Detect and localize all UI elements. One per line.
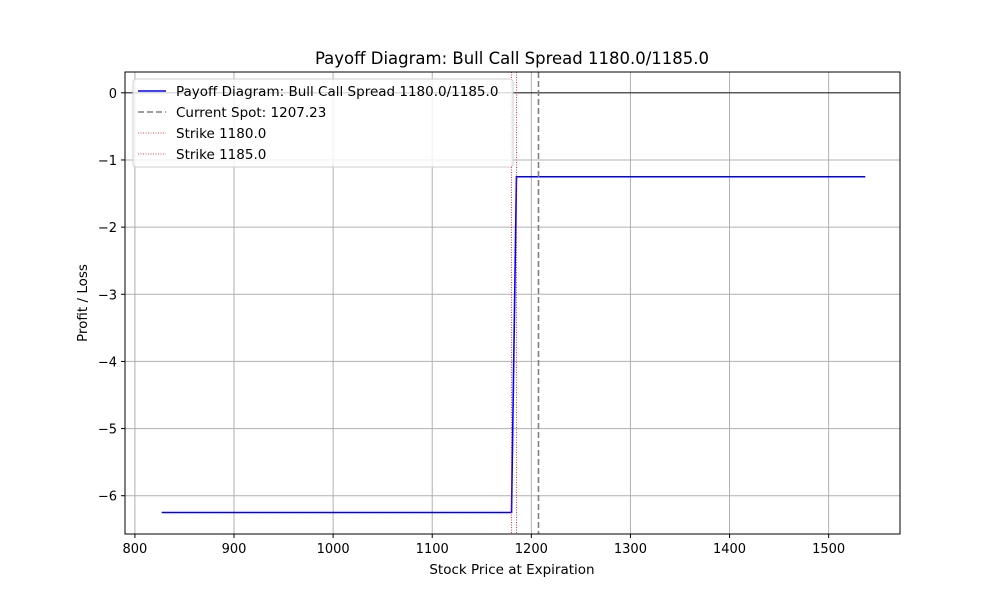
x-tick-label: 900 bbox=[222, 542, 247, 557]
y-tick-label: −2 bbox=[98, 221, 117, 236]
x-tick-label: 1000 bbox=[317, 542, 350, 557]
x-tick-label: 1400 bbox=[713, 542, 746, 557]
x-tick-label: 1200 bbox=[515, 542, 548, 557]
x-tick-label: 1300 bbox=[614, 542, 647, 557]
plot-frame bbox=[124, 71, 901, 535]
legend-box bbox=[132, 78, 514, 168]
payoff-line bbox=[161, 175, 866, 514]
legend-label: Current Spot: 1207.23 bbox=[176, 105, 326, 121]
y-tick-label: −1 bbox=[98, 154, 117, 169]
y-tick-label: −3 bbox=[98, 288, 117, 303]
legend-label: Strike 1185.0 bbox=[176, 147, 266, 163]
legend-label: Strike 1180.0 bbox=[176, 126, 266, 142]
y-tick-label: 0 bbox=[109, 87, 117, 102]
x-tick-label: 800 bbox=[122, 542, 147, 557]
x-tick-label: 1100 bbox=[416, 542, 449, 557]
legend: Payoff Diagram: Bull Call Spread 1180.0/… bbox=[132, 78, 514, 168]
y-axis-label: Profit / Loss bbox=[75, 264, 91, 342]
legend-label: Payoff Diagram: Bull Call Spread 1180.0/… bbox=[176, 84, 498, 100]
y-tick-label: −4 bbox=[98, 355, 117, 370]
x-axis-label: Stock Price at Expiration bbox=[429, 562, 594, 578]
x-tick-label: 1500 bbox=[812, 542, 845, 557]
chart-title: Payoff Diagram: Bull Call Spread 1180.0/… bbox=[315, 49, 709, 68]
tick-layer: 800 900 1000 1100 1200 1300 1400 1500 0 −1 −2 −3 −4 −… bbox=[98, 87, 845, 557]
y-tick-label: −6 bbox=[98, 490, 117, 505]
y-tick-label: −5 bbox=[98, 423, 117, 438]
